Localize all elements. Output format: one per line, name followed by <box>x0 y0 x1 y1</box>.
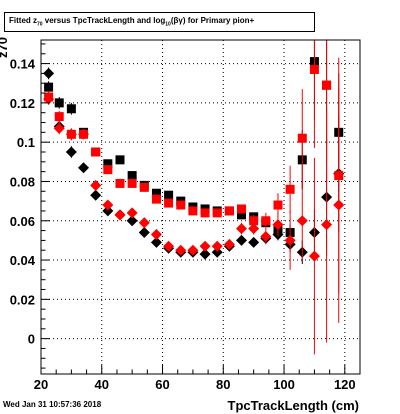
data-point-diamond <box>199 240 211 252</box>
timestamp: Wed Jan 31 10:57:36 2018 <box>3 400 102 409</box>
data-point-diamond <box>126 215 138 227</box>
data-point-diamond <box>90 179 102 191</box>
data-point-diamond <box>296 215 308 227</box>
data-point-square <box>127 178 137 188</box>
data-point-diamond <box>333 199 345 211</box>
y-tick-label: 0 <box>28 332 35 347</box>
data-point-square <box>224 206 234 216</box>
data-point-diamond <box>53 122 65 134</box>
data-point-square <box>249 216 259 226</box>
data-point-diamond <box>138 217 150 229</box>
data-point-square <box>285 184 295 194</box>
y-tick-label: 0.08 <box>10 174 35 189</box>
data-point-square <box>261 216 271 226</box>
data-point-square <box>115 178 125 188</box>
data-point-diamond <box>236 234 248 246</box>
data-point-diamond <box>187 244 199 256</box>
data-point-diamond <box>43 93 55 105</box>
data-point-square <box>139 182 149 192</box>
data-point-diamond <box>236 223 248 235</box>
y-tick-label: 0.06 <box>10 214 35 229</box>
data-point-square <box>151 194 161 204</box>
data-point-square <box>54 112 64 122</box>
data-point-diamond <box>163 240 175 252</box>
axes: 20 40 60 80 100 120 0 0.02 0.04 0.06 0.08 0.1 0.12 0.… <box>10 43 356 392</box>
data-point-diamond <box>284 234 296 246</box>
x-tick-label: 60 <box>155 377 169 392</box>
y-tick-label: 0.12 <box>10 96 35 111</box>
y-tick-label: 0.14 <box>10 57 36 72</box>
grid <box>41 40 360 374</box>
data-point-diamond <box>211 240 223 252</box>
data-point-diamond <box>321 219 333 231</box>
chart-title: Fitted z70 versus TpcTrackLength and log… <box>9 16 255 28</box>
data-point-square <box>115 155 125 165</box>
data-point-square <box>127 171 137 181</box>
x-axis-title: TpcTrackLength (cm) <box>228 398 359 413</box>
series-1 <box>43 67 345 264</box>
data-point-diamond <box>248 236 260 248</box>
series-3 <box>43 87 345 355</box>
data-point-square <box>91 147 101 157</box>
data-point-diamond <box>90 189 102 201</box>
data-point-square <box>237 204 247 214</box>
data-point-diamond <box>223 238 235 250</box>
y-tick-label: 0.04 <box>10 253 36 268</box>
data-point-square <box>322 80 332 90</box>
data-point-diamond <box>78 162 90 174</box>
data-point-square <box>309 64 319 74</box>
data-point-square <box>188 206 198 216</box>
data-point-diamond <box>260 230 272 242</box>
data-point-square <box>176 200 186 210</box>
data-point-diamond <box>126 207 138 219</box>
data-point-diamond <box>211 246 223 258</box>
y-axis-title-main: z70 <box>0 37 10 58</box>
x-tick-label: 40 <box>95 377 109 392</box>
data-point-square <box>44 82 54 92</box>
title-box: Fitted z70 versus TpcTrackLength and log… <box>4 12 315 32</box>
data-point-diamond <box>65 146 77 158</box>
data-point-diamond <box>199 248 211 260</box>
data-point-diamond <box>150 236 162 248</box>
x-tick-label: 20 <box>34 377 48 392</box>
data-point-square <box>151 188 161 198</box>
data-point-diamond <box>138 227 150 239</box>
data-point-square <box>212 208 222 218</box>
data-point-square <box>164 198 174 208</box>
data-point-diamond <box>150 229 162 241</box>
data-point-diamond <box>43 67 55 79</box>
data-point-diamond <box>102 199 114 211</box>
data-point-square <box>273 200 283 210</box>
y-tick-label: 0.02 <box>10 292 35 307</box>
plot-frame <box>40 39 361 375</box>
svg-text:z70: z70 <box>0 37 10 58</box>
y-axis-title: z70 <box>0 37 10 58</box>
series-2 <box>44 40 344 294</box>
data-marks <box>43 40 345 355</box>
data-point-square <box>237 210 247 220</box>
data-point-diamond <box>248 223 260 235</box>
data-point-diamond <box>65 128 77 140</box>
y-tick-label: 0.1 <box>17 135 35 150</box>
data-point-diamond <box>78 128 90 140</box>
data-point-square <box>103 159 113 169</box>
data-point-diamond <box>308 250 320 262</box>
data-point-square <box>66 104 76 114</box>
data-point-diamond <box>175 244 187 256</box>
data-point-diamond <box>272 219 284 231</box>
data-point-diamond <box>102 205 114 217</box>
data-point-diamond <box>114 209 126 221</box>
x-tick-label: 80 <box>216 377 230 392</box>
data-point-square <box>200 208 210 218</box>
x-tick-label: 100 <box>273 377 295 392</box>
data-point-square <box>297 133 307 143</box>
data-point-square <box>164 190 174 200</box>
data-point-square <box>54 98 64 108</box>
x-tick-label: 120 <box>334 377 356 392</box>
data-point-square <box>103 165 113 175</box>
